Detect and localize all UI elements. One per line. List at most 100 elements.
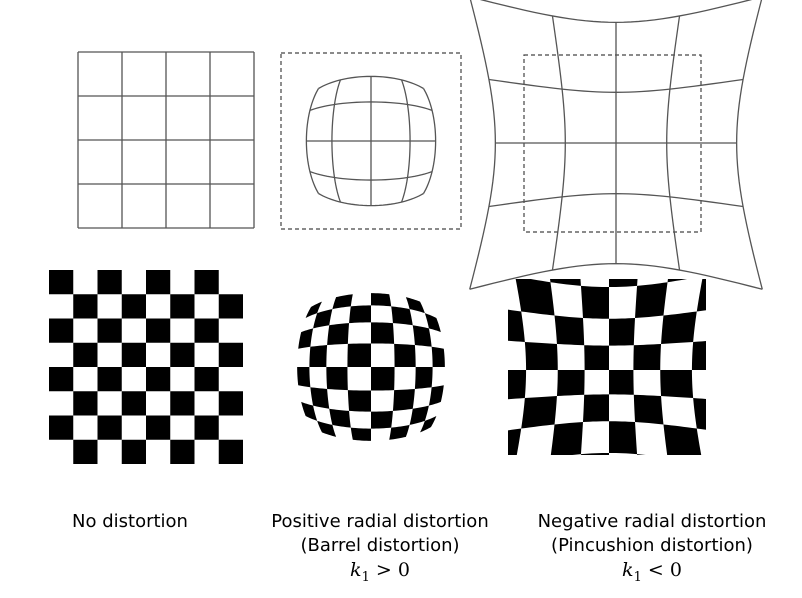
- k1-condition: k1 < 0: [512, 558, 792, 590]
- checker-square: [121, 391, 146, 416]
- grid-pincushion-distortion: [469, 0, 763, 290]
- checker-square: [420, 416, 437, 433]
- checker-square: [301, 401, 318, 421]
- checker-square: [350, 427, 371, 441]
- caption-line: (Pincushion distortion): [551, 535, 753, 556]
- checker-square: [609, 279, 638, 288]
- checker-square: [691, 341, 706, 370]
- checker-square: [580, 285, 609, 319]
- checker-square: [409, 405, 429, 425]
- checker-square: [508, 370, 527, 400]
- k1-value: 0: [669, 559, 682, 581]
- checker-square: [412, 325, 432, 347]
- checker-square: [609, 317, 636, 346]
- checker-square: [414, 367, 433, 389]
- k1-relation: <: [647, 559, 664, 581]
- checker-square: [667, 279, 688, 283]
- checker-square: [371, 367, 395, 391]
- grid-line: [422, 88, 437, 194]
- checker-square: [428, 385, 444, 406]
- checker-square: [194, 318, 219, 343]
- checker-square: [73, 342, 98, 367]
- checker-square: [633, 394, 664, 425]
- checkerboard-barrel-distortion: [297, 293, 445, 441]
- checker-square: [405, 297, 425, 314]
- checker-square: [194, 415, 219, 440]
- checker-square: [97, 270, 122, 295]
- caption-line: Negative radial distortion: [537, 511, 767, 532]
- checker-square: [696, 279, 706, 312]
- caption-line: Positive radial distortion: [271, 511, 489, 532]
- checker-square: [146, 415, 171, 440]
- checker-square: [524, 341, 558, 370]
- checker-square: [194, 270, 219, 295]
- checker-square: [609, 370, 634, 395]
- grid-line: [318, 192, 424, 207]
- checker-square: [580, 452, 609, 455]
- checker-square: [49, 415, 74, 440]
- checker-square: [584, 345, 609, 370]
- checker-square: [73, 294, 98, 319]
- checker-square: [97, 318, 122, 343]
- checker-square: [218, 391, 243, 416]
- checker-square: [194, 367, 219, 392]
- checker-square: [461, 222, 515, 276]
- checker-square: [170, 439, 195, 464]
- grid-line: [309, 170, 433, 181]
- checker-square: [371, 293, 392, 307]
- grid-barrel-distortion: [280, 52, 462, 230]
- checker-square: [347, 343, 371, 367]
- k1-condition: k1 > 0: [250, 558, 510, 590]
- k1-symbol: k: [622, 559, 634, 581]
- checker-square: [635, 282, 668, 318]
- checker-squares: [297, 293, 445, 441]
- checker-square: [121, 342, 146, 367]
- checker-square: [305, 301, 322, 318]
- checker-square: [371, 410, 393, 429]
- checker-square: [49, 270, 74, 295]
- grid-line: [469, 262, 763, 290]
- k1-value: 0: [397, 559, 410, 581]
- checker-square: [218, 294, 243, 319]
- checker-square: [73, 391, 98, 416]
- checker-square: [371, 322, 395, 344]
- grid-line: [666, 15, 681, 271]
- checker-square: [582, 394, 609, 423]
- checker-square: [297, 367, 311, 388]
- checker-square: [637, 454, 646, 455]
- checker-square: [332, 294, 353, 310]
- grid-line: [735, 0, 763, 290]
- checker-square: [73, 439, 98, 464]
- checker-square: [556, 370, 585, 397]
- caption-pincushion-distortion: Negative radial distortion (Pincushion d…: [512, 510, 792, 590]
- grid-line: [469, 0, 497, 290]
- checker-square: [170, 342, 195, 367]
- checker-square: [515, 279, 555, 316]
- checker-square: [347, 390, 371, 412]
- caption-barrel-distortion: Positive radial distortion (Barrel disto…: [250, 510, 510, 590]
- k1-relation: >: [375, 559, 392, 581]
- k1-symbol: k: [350, 559, 362, 581]
- checker-square: [508, 309, 525, 342]
- checker-square: [349, 305, 371, 324]
- k1-subscript: 1: [361, 569, 370, 585]
- checker-square: [633, 343, 662, 370]
- checker-square: [550, 422, 583, 455]
- checker-square: [146, 318, 171, 343]
- checkerboard-no-distortion: [49, 270, 243, 464]
- checker-square: [693, 398, 706, 430]
- checker-square: [508, 428, 522, 455]
- checker-square: [313, 309, 333, 329]
- checkerboard-pincushion-distortion: [461, 222, 706, 507]
- checker-square: [298, 328, 314, 349]
- checker-square: [431, 346, 445, 367]
- checker-square: [170, 391, 195, 416]
- checker-square: [49, 367, 74, 392]
- checker-squares: [461, 222, 706, 507]
- checker-square: [521, 396, 557, 429]
- checker-square: [97, 415, 122, 440]
- checker-square: [507, 458, 551, 507]
- checker-square: [317, 420, 337, 437]
- checker-square: [170, 294, 195, 319]
